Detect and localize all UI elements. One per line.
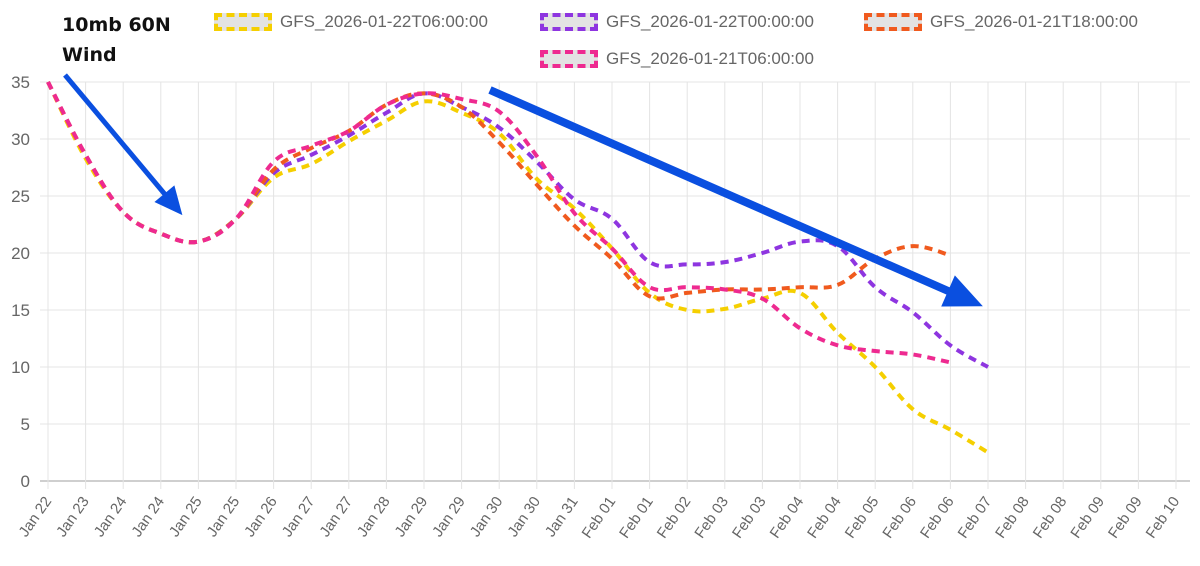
x-tick-label: Feb 06 bbox=[917, 494, 958, 542]
x-tick-label: Jan 25 bbox=[204, 494, 244, 541]
x-tick-label: Jan 23 bbox=[53, 494, 93, 541]
x-tick-label: Feb 01 bbox=[579, 494, 620, 542]
x-tick-label: Feb 02 bbox=[654, 494, 695, 542]
legend-item-4[interactable]: GFS_2026-01-21T06:00:00 bbox=[540, 49, 814, 69]
x-tick-label: Feb 03 bbox=[729, 494, 770, 542]
x-tick-label: Feb 09 bbox=[1067, 494, 1108, 542]
x-tick-label: Feb 04 bbox=[804, 494, 845, 542]
x-tick-label: Feb 06 bbox=[879, 494, 920, 542]
x-tick-label: Feb 10 bbox=[1143, 494, 1184, 542]
legend-label: GFS_2026-01-22T06:00:00 bbox=[280, 12, 488, 31]
legend-swatch bbox=[214, 13, 272, 31]
x-tick-label: Jan 26 bbox=[241, 494, 281, 541]
x-tick-label: Jan 24 bbox=[91, 494, 131, 541]
legend-item-3[interactable]: GFS_2026-01-21T18:00:00 bbox=[864, 12, 1138, 32]
legend-label: GFS_2026-01-21T18:00:00 bbox=[930, 12, 1138, 31]
y-tick-label: 30 bbox=[11, 130, 30, 149]
annotation-arrow-shaft bbox=[63, 73, 170, 200]
x-tick-label: Jan 29 bbox=[392, 494, 432, 541]
x-tick-label: Feb 08 bbox=[1030, 494, 1071, 542]
x-tick-label: Jan 27 bbox=[279, 494, 319, 541]
x-tick-label: Feb 07 bbox=[955, 494, 996, 542]
x-tick-label: Jan 28 bbox=[354, 494, 394, 541]
x-tick-label: Feb 01 bbox=[616, 494, 657, 542]
x-tick-label: Jan 22 bbox=[16, 494, 56, 541]
chart-title-text: 10mb 60N Wind bbox=[62, 14, 171, 66]
legend-swatch bbox=[540, 13, 598, 31]
legend-item-1[interactable]: GFS_2026-01-22T06:00:00 bbox=[214, 12, 488, 32]
y-tick-label: 25 bbox=[11, 187, 30, 206]
legend-item-2[interactable]: GFS_2026-01-22T00:00:00 bbox=[540, 12, 814, 32]
legend-swatch bbox=[540, 50, 598, 68]
y-tick-label: 10 bbox=[11, 358, 30, 377]
x-tick-label: Feb 08 bbox=[992, 494, 1033, 542]
x-tick-label: Feb 03 bbox=[691, 494, 732, 542]
x-tick-label: Jan 29 bbox=[429, 494, 469, 541]
annotation-arrow-shaft bbox=[488, 86, 957, 298]
legend-label: GFS_2026-01-21T06:00:00 bbox=[606, 49, 814, 68]
chart-title: 10mb 60N Wind bbox=[62, 10, 182, 70]
x-tick-label: Jan 25 bbox=[166, 494, 206, 541]
x-tick-label: Jan 31 bbox=[542, 494, 582, 541]
x-tick-label: Feb 09 bbox=[1105, 494, 1146, 542]
y-tick-label: 35 bbox=[11, 73, 30, 92]
annotation-arrow-head bbox=[941, 275, 983, 307]
legend-label: GFS_2026-01-22T00:00:00 bbox=[606, 12, 814, 31]
series-line-2 bbox=[46, 81, 989, 369]
legend-swatch bbox=[864, 13, 922, 31]
series-line-1 bbox=[46, 81, 990, 455]
y-tick-label: 5 bbox=[21, 415, 30, 434]
y-tick-label: 15 bbox=[11, 301, 30, 320]
y-tick-label: 20 bbox=[11, 244, 30, 263]
x-tick-label: Jan 30 bbox=[467, 494, 507, 541]
x-tick-label: Jan 27 bbox=[316, 494, 356, 541]
series-line-4 bbox=[46, 81, 951, 365]
annotation-arrow-head bbox=[154, 185, 183, 216]
x-tick-label: Jan 30 bbox=[504, 494, 544, 541]
y-tick-label: 0 bbox=[21, 472, 30, 491]
x-tick-label: Feb 04 bbox=[767, 494, 808, 542]
x-tick-label: Jan 24 bbox=[128, 494, 168, 541]
x-tick-label: Feb 05 bbox=[842, 494, 883, 542]
